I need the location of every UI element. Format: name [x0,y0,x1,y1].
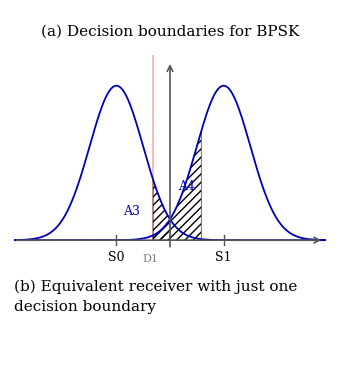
Text: S1: S1 [215,250,232,263]
Text: A4: A4 [178,180,195,193]
Text: D1: D1 [143,254,159,264]
Text: (a) Decision boundaries for BPSK: (a) Decision boundaries for BPSK [41,24,299,38]
Text: (b) Equivalent receiver with just one
decision boundary: (b) Equivalent receiver with just one de… [14,280,297,314]
Text: S0: S0 [108,250,125,263]
Text: A3: A3 [123,205,140,218]
